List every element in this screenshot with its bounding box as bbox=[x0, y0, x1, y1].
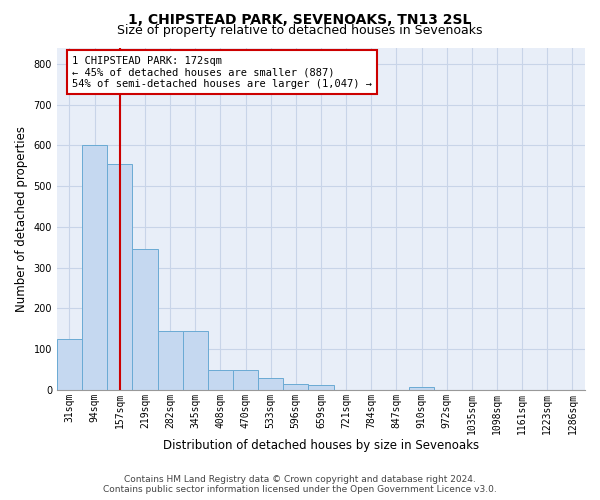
Y-axis label: Number of detached properties: Number of detached properties bbox=[15, 126, 28, 312]
Bar bbox=[258, 378, 283, 390]
Bar bbox=[208, 370, 233, 390]
X-axis label: Distribution of detached houses by size in Sevenoaks: Distribution of detached houses by size … bbox=[163, 440, 479, 452]
Bar bbox=[233, 370, 258, 390]
Text: 1, CHIPSTEAD PARK, SEVENOAKS, TN13 2SL: 1, CHIPSTEAD PARK, SEVENOAKS, TN13 2SL bbox=[128, 12, 472, 26]
Text: 1 CHIPSTEAD PARK: 172sqm
← 45% of detached houses are smaller (887)
54% of semi-: 1 CHIPSTEAD PARK: 172sqm ← 45% of detach… bbox=[72, 56, 372, 89]
Bar bbox=[133, 250, 158, 390]
Bar bbox=[158, 331, 182, 390]
Bar bbox=[182, 331, 208, 390]
Text: Size of property relative to detached houses in Sevenoaks: Size of property relative to detached ho… bbox=[117, 24, 483, 37]
Bar bbox=[308, 385, 334, 390]
Bar bbox=[57, 339, 82, 390]
Bar bbox=[82, 146, 107, 390]
Bar bbox=[409, 387, 434, 390]
Bar bbox=[107, 164, 133, 390]
Text: Contains HM Land Registry data © Crown copyright and database right 2024.
Contai: Contains HM Land Registry data © Crown c… bbox=[103, 474, 497, 494]
Bar bbox=[283, 384, 308, 390]
